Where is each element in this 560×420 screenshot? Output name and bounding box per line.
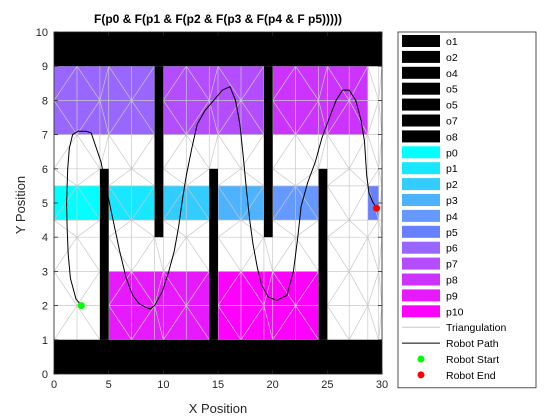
- legend-swatch: [402, 178, 440, 191]
- legend-label: Robot End: [446, 370, 496, 382]
- legend-item-robot-path: Robot Path: [402, 338, 499, 350]
- legend-label: o5: [446, 84, 458, 96]
- y-tick-label: 8: [42, 95, 48, 107]
- chart-title: F(p0 & F(p1 & F(p2 & F(p3 & F(p4 & F p5)…: [94, 12, 342, 26]
- legend-label: p5: [446, 227, 458, 239]
- legend-item-p2: p2: [402, 178, 458, 191]
- legend-swatch: [402, 289, 440, 302]
- legend-swatch: [402, 209, 440, 222]
- legend-label: p10: [446, 306, 464, 318]
- legend-marker: [417, 355, 425, 363]
- legend-item-o7: o7: [402, 114, 458, 128]
- legend-label: o8: [446, 131, 458, 143]
- legend-label: o2: [446, 52, 458, 64]
- obstacle-o8-6: [318, 168, 328, 340]
- legend-item-triangulation: Triangulation: [402, 322, 506, 334]
- y-tick-label: 1: [42, 335, 48, 347]
- legend-label: p2: [446, 179, 458, 191]
- legend-swatch: [402, 66, 440, 79]
- y-tick-label: 7: [42, 130, 48, 142]
- legend-item-robot-start: Robot Start: [417, 354, 499, 366]
- legend-marker: [417, 371, 425, 379]
- axes: 0 5 10 15 20 25 30 0 1 2 3 4 5 6 7 8 9 10: [36, 27, 388, 391]
- legend-label: p6: [446, 243, 458, 255]
- x-tick-label: 30: [376, 379, 388, 391]
- legend-label: o1: [446, 36, 458, 48]
- legend-item-p5: p5: [402, 225, 458, 239]
- legend-label: p7: [446, 259, 458, 271]
- x-tick-label: 0: [51, 379, 57, 391]
- legend-item-p3: p3: [402, 194, 458, 207]
- legend-item-o8: o8: [402, 130, 458, 143]
- legend-label: p0: [446, 147, 458, 159]
- legend-item-p7: p7: [402, 257, 458, 271]
- legend-item-o5: o5: [402, 98, 458, 112]
- legend-swatch: [402, 241, 440, 254]
- legend-swatch: [402, 162, 440, 175]
- legend-item-o5: o5: [402, 82, 458, 96]
- legend-swatch: [402, 50, 440, 63]
- legend-item-p4: p4: [402, 209, 458, 223]
- obstacle-o4-2: [99, 168, 109, 340]
- legend-item-p6: p6: [402, 241, 458, 255]
- legend-swatch: [402, 273, 440, 286]
- y-tick-label: 2: [42, 301, 48, 313]
- legend-label: o5: [446, 100, 458, 112]
- legend-swatch: [402, 82, 440, 95]
- y-tick-label: 5: [42, 198, 48, 210]
- legend-label: p9: [446, 290, 458, 302]
- legend-item-p0: p0: [402, 146, 458, 159]
- y-tick-label: 9: [42, 61, 48, 73]
- y-axis-label: Y Position: [13, 176, 28, 234]
- legend-swatch: [402, 194, 440, 206]
- legend-item-p1: p1: [402, 162, 458, 175]
- y-tick-label: 3: [42, 266, 48, 278]
- legend-label: Triangulation: [446, 322, 506, 334]
- legend-label: o7: [446, 116, 458, 128]
- legend: o1 o2 o4 o5 o5 o7 o8 p0 p1 p2 p3 p4 p5 p6 p7 p8 p9 p10 Tri…: [397, 31, 537, 389]
- y-tick-label: 4: [42, 232, 48, 244]
- legend-label: p8: [446, 275, 458, 287]
- legend-swatch: [402, 35, 440, 47]
- legend-swatch: [402, 98, 440, 111]
- legend-item-robot-end: Robot End: [417, 370, 496, 382]
- legend-item-o2: o2: [402, 50, 458, 64]
- x-tick-label: 25: [321, 379, 333, 391]
- x-tick-label: 10: [157, 379, 169, 391]
- legend-item-p8: p8: [402, 273, 458, 287]
- y-tick-label: 6: [42, 164, 48, 176]
- legend-item-p9: p9: [402, 289, 458, 302]
- x-axis-label: X Position: [189, 401, 248, 416]
- legend-swatch: [402, 305, 440, 318]
- obstacle-o7-5: [263, 66, 273, 238]
- legend-label: p1: [446, 163, 458, 175]
- legend-swatch: [402, 114, 440, 127]
- legend-swatch: [402, 257, 440, 270]
- x-tick-label: 20: [267, 379, 279, 391]
- legend-item-o1: o1: [402, 35, 458, 48]
- obstacle-o5-3: [154, 66, 164, 238]
- legend-swatch: [402, 146, 440, 159]
- legend-swatch: [402, 225, 440, 238]
- y-tick-label: 0: [42, 369, 48, 381]
- obstacle-o1-0: [54, 32, 382, 67]
- robot-end-marker: [373, 204, 381, 212]
- legend-item-p10: p10: [402, 305, 464, 318]
- x-tick-label: 5: [106, 379, 112, 391]
- legend-label: o4: [446, 68, 458, 80]
- legend-label: p3: [446, 195, 458, 207]
- obstacle-o2-1: [54, 339, 382, 374]
- plot-area: [53, 32, 383, 374]
- y-tick-label: 10: [36, 27, 48, 39]
- legend-label: p4: [446, 211, 458, 223]
- legend-label: Robot Path: [446, 338, 499, 350]
- obstacle-o5-4: [209, 168, 218, 340]
- robot-path-line: [66, 86, 377, 310]
- x-tick-label: 15: [212, 379, 224, 391]
- legend-swatch: [402, 130, 440, 143]
- robot-start-marker: [77, 302, 85, 310]
- legend-item-o4: o4: [402, 66, 458, 80]
- legend-label: Robot Start: [446, 354, 499, 366]
